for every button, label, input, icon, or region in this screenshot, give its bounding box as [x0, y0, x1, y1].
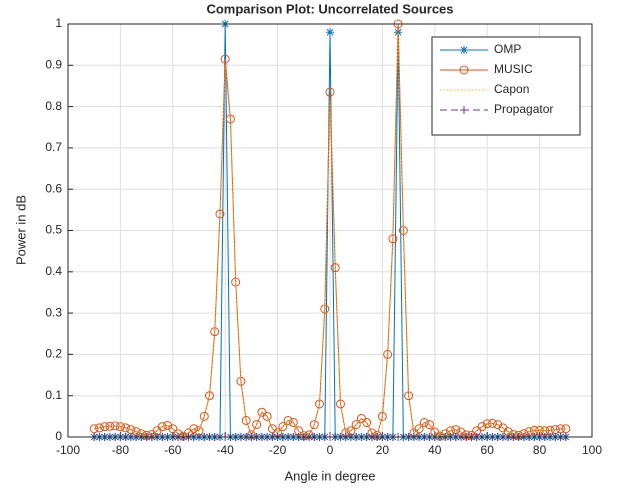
marker	[225, 114, 235, 124]
x-tick-label: 40	[428, 443, 442, 457]
marker	[110, 421, 120, 431]
marker	[241, 415, 251, 425]
legend-marker	[459, 65, 469, 75]
marker	[262, 411, 272, 421]
marker	[561, 424, 571, 434]
x-tick-label: 0	[327, 443, 334, 457]
y-tick-label: 0.2	[45, 347, 62, 361]
marker	[94, 423, 104, 433]
x-tick-label: 60	[481, 443, 495, 457]
marker	[283, 415, 293, 425]
y-axis-label: Power in dB	[13, 195, 28, 265]
x-tick-label: -60	[164, 443, 182, 457]
y-tick-label: 0.8	[45, 99, 62, 113]
marker	[493, 420, 503, 430]
marker	[252, 420, 262, 430]
marker	[157, 422, 167, 432]
marker	[414, 424, 424, 434]
marker	[163, 420, 173, 430]
legend-label: Propagator	[494, 102, 553, 116]
y-tick-label: 0.4	[45, 264, 62, 278]
y-tick-label: 0.7	[45, 140, 62, 154]
marker	[419, 418, 429, 428]
legend-box	[431, 36, 581, 136]
y-tick-label: 0.3	[45, 305, 62, 319]
marker	[115, 422, 125, 432]
marker	[326, 28, 334, 37]
legend-label: OMP	[494, 42, 521, 56]
x-tick-label: -40	[217, 443, 235, 457]
marker	[325, 87, 335, 97]
x-tick-label: 20	[376, 443, 390, 457]
y-tick-label: 0.9	[45, 57, 62, 71]
x-tick-label: 100	[582, 443, 602, 457]
marker	[288, 418, 298, 428]
marker	[477, 422, 487, 432]
marker	[89, 424, 99, 434]
x-tick-label: 80	[533, 443, 547, 457]
marker	[335, 399, 345, 409]
marker	[121, 423, 131, 433]
marker	[168, 424, 178, 434]
marker	[388, 234, 398, 244]
y-tick-label: 0	[55, 429, 62, 443]
chart-title: Comparison Plot: Uncorrelated Sources	[206, 1, 453, 16]
marker	[362, 418, 372, 428]
x-axis-label: Angle in degree	[284, 468, 375, 483]
marker	[278, 422, 288, 432]
marker	[199, 411, 209, 421]
y-tick-label: 0.6	[45, 181, 62, 195]
marker	[309, 420, 319, 430]
marker	[204, 391, 214, 401]
y-tick-label: 0.5	[45, 223, 62, 237]
legend: OMP MUSIC Capon Propagator	[431, 36, 581, 136]
x-tick-label: -100	[56, 443, 80, 457]
marker	[351, 420, 361, 430]
legend-marker	[460, 106, 468, 114]
marker	[404, 391, 414, 401]
legend-label: Capon	[494, 82, 529, 96]
x-tick-label: -20	[269, 443, 287, 457]
marker	[220, 54, 230, 64]
marker	[425, 420, 435, 430]
y-tick-label: 1	[55, 16, 62, 30]
marker	[330, 263, 340, 273]
marker	[383, 349, 393, 359]
legend-label: MUSIC	[494, 62, 533, 76]
series-line	[94, 32, 566, 437]
legend-marker	[460, 46, 468, 54]
axes-box	[67, 23, 593, 438]
x-tick-label: -80	[112, 443, 130, 457]
marker	[189, 424, 199, 434]
y-tick-label: 0.1	[45, 388, 62, 402]
